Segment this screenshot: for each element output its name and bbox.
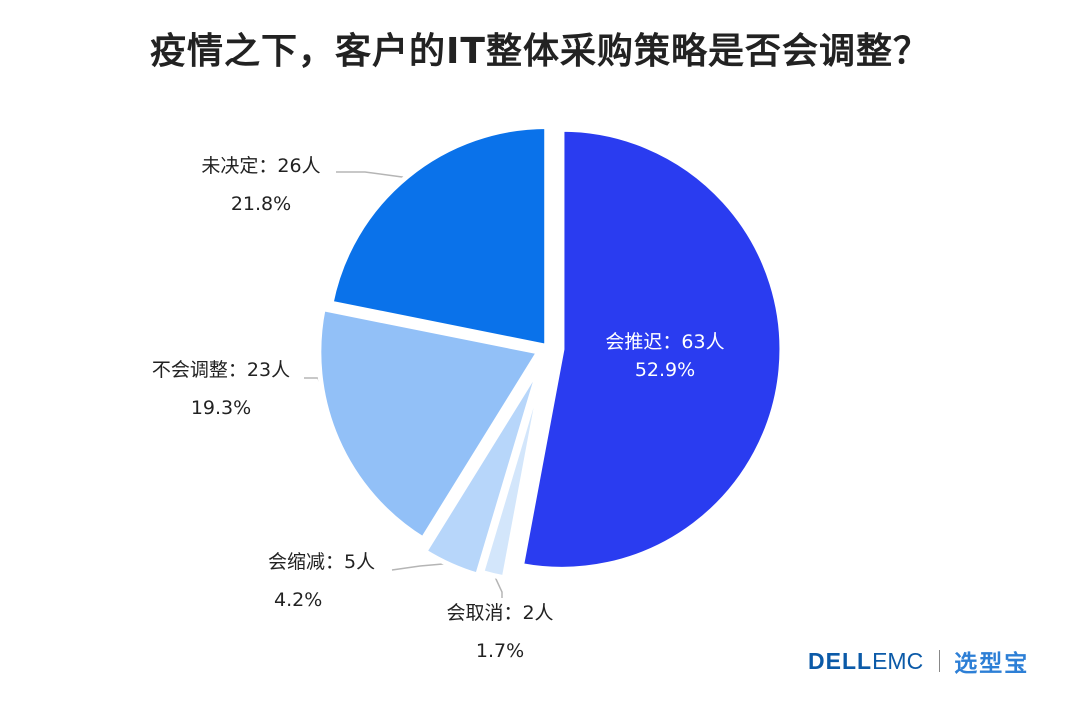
label-reduce-name: 会缩减：5人 [268, 551, 376, 573]
footer-divider [939, 650, 941, 672]
slice-cancel [479, 359, 548, 581]
emc-logo-text: EMC [872, 647, 924, 674]
slice-undecided [328, 123, 550, 349]
label-reduce-percent: 4.2% [274, 589, 323, 611]
dell-logo-text: DELL [808, 647, 873, 674]
label-undecided-name: 未决定：26人 [201, 155, 321, 177]
label-defer-name: 会推迟：63人 [605, 331, 725, 353]
footer-logos: DELLEMC 选型宝 [808, 646, 1030, 678]
xuanxingbao-logo: 选型宝 [954, 651, 1030, 677]
label-undecided-percent: 21.8% [230, 193, 292, 215]
chart-title: 疫情之下，客户的IT整体采购策略是否会调整？ [150, 31, 930, 72]
label-cancel-percent: 1.7% [475, 640, 525, 662]
label-defer: 会推迟：63人 52.9% [590, 328, 740, 384]
slice-defer [519, 126, 785, 572]
label-cancel-name: 会取消：2人 [446, 602, 554, 624]
label-nochange-name: 不会调整：23人 [151, 359, 291, 381]
slice-reduce [422, 361, 544, 578]
leader-line-reduce [391, 562, 452, 571]
label-nochange-percent: 19.3% [190, 397, 252, 419]
dellemc-logo: DELLEMC [808, 648, 923, 675]
leader-line-undecided [336, 171, 409, 179]
leader-line-cancel [492, 573, 503, 598]
label-nochange: 不会调整：23人 19.3% [136, 356, 306, 422]
label-defer-percent: 52.9% [634, 359, 696, 381]
label-reduce: 会缩减：5人 4.2% [268, 548, 398, 614]
label-cancel: 会取消：2人 1.7% [425, 599, 575, 665]
slice-nochange [316, 306, 542, 542]
pie-slices [316, 123, 785, 581]
label-undecided: 未决定：26人 21.8% [186, 152, 336, 218]
